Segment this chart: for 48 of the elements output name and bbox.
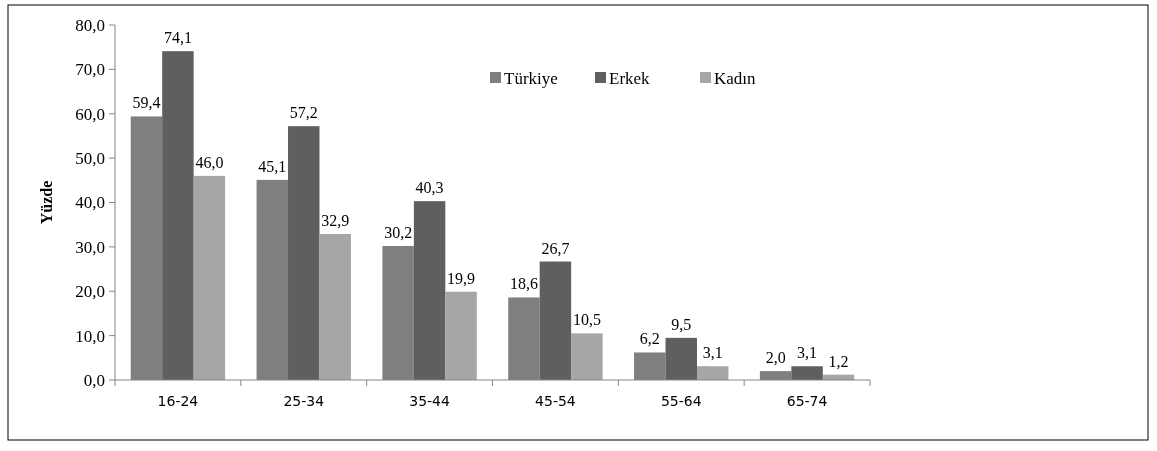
legend-label: Türkiye <box>504 68 558 88</box>
y-tick-label: 0,0 <box>83 370 105 390</box>
data-label: 30,2 <box>384 223 413 241</box>
bar <box>539 261 572 380</box>
bar <box>162 51 194 380</box>
data-label: 57,2 <box>289 104 318 122</box>
bar <box>319 234 351 380</box>
data-label: 6,2 <box>639 330 660 348</box>
data-label: 2,0 <box>765 349 786 367</box>
data-label: 18,6 <box>509 275 538 293</box>
legend-label: Kadın <box>714 68 757 88</box>
bar <box>696 366 729 380</box>
data-label: 9,5 <box>671 315 692 333</box>
bar <box>665 337 697 380</box>
bar <box>413 201 446 380</box>
y-tick-label: 80,0 <box>75 15 105 35</box>
data-label: 3,1 <box>702 344 723 362</box>
data-label: 10,5 <box>572 311 601 329</box>
x-tick-label: 16-24 <box>157 393 199 409</box>
y-tick-label: 20,0 <box>75 282 105 302</box>
data-label: 45,1 <box>258 157 287 175</box>
legend-label: Erkek <box>609 68 651 88</box>
data-label: 32,9 <box>321 212 350 230</box>
x-tick-label: 65-74 <box>786 393 828 409</box>
bar <box>445 291 477 380</box>
x-tick-label: 45-54 <box>535 393 576 409</box>
bar <box>791 366 823 380</box>
y-tick-label: 60,0 <box>75 104 105 124</box>
y-tick-label: 10,0 <box>75 326 105 346</box>
x-tick-label: 25-34 <box>283 393 325 409</box>
x-tick-label: 55-64 <box>660 393 702 409</box>
y-tick-label: 70,0 <box>75 60 105 80</box>
data-label: 3,1 <box>797 344 818 362</box>
data-label: 40,3 <box>415 179 444 197</box>
bar <box>571 333 603 380</box>
bar <box>193 175 226 380</box>
data-label: 19,9 <box>447 269 476 287</box>
data-label: 46,0 <box>195 153 224 171</box>
y-axis-title: Yüzde <box>38 180 55 225</box>
data-label: 1,2 <box>828 352 849 370</box>
data-label: 59,4 <box>132 94 161 112</box>
y-tick-label: 40,0 <box>75 193 105 213</box>
y-tick-label: 50,0 <box>75 149 105 169</box>
y-tick-label: 30,0 <box>75 237 105 257</box>
data-label: 26,7 <box>541 239 570 257</box>
data-label: 74,1 <box>163 29 192 47</box>
x-tick-label: 35-44 <box>409 393 451 409</box>
bar <box>288 126 320 380</box>
